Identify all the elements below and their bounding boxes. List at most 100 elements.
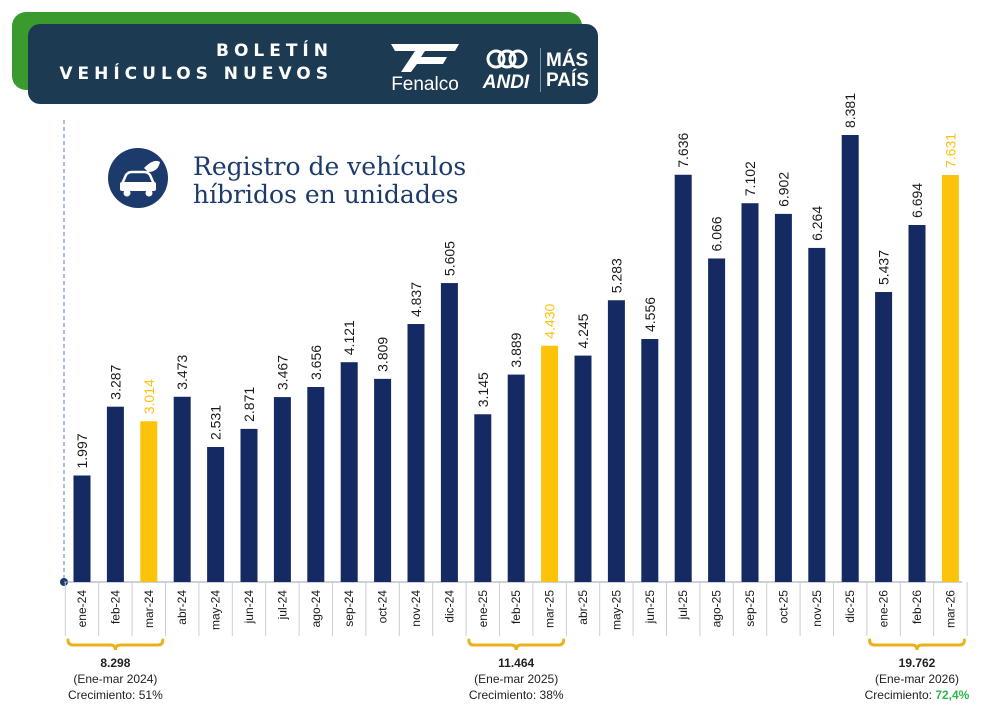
category-label-oct-25: oct-25	[776, 590, 790, 624]
bar-oct-24	[374, 378, 392, 582]
fenalco-mark-icon	[391, 44, 459, 72]
bar-feb-26	[908, 224, 926, 582]
category-label-feb-26: feb-26	[910, 590, 924, 624]
bar-jul-25	[674, 174, 692, 582]
value-label-jul-25: 7.636	[675, 132, 691, 167]
category-label-ene-24: ene-24	[75, 590, 89, 628]
value-label-feb-25: 3.889	[508, 332, 524, 367]
bar-jul-24	[273, 397, 291, 582]
bar-ene-24	[73, 475, 91, 582]
value-label-ene-24: 1.997	[74, 433, 90, 468]
value-label-mar-26: 7.631	[942, 133, 958, 168]
value-label-oct-25: 6.902	[775, 172, 791, 207]
category-label-ago-24: ago-24	[309, 590, 323, 628]
category-label-mar-26: mar-26	[943, 590, 957, 628]
fenalco-logo: Fenalco	[385, 40, 465, 96]
bar-feb-24	[106, 406, 124, 582]
value-label-ene-25: 3.145	[475, 372, 491, 407]
category-label-jun-25: jun-25	[643, 590, 657, 625]
category-label-feb-25: feb-25	[509, 590, 523, 624]
value-label-jul-24: 3.467	[274, 355, 290, 390]
summary-growth-label: Crecimiento:	[864, 688, 932, 702]
category-label-dic-25: dic-25	[843, 590, 857, 623]
value-label-jun-25: 4.556	[642, 297, 658, 332]
maspais-logo-line1: MÁS	[546, 50, 589, 71]
header-banner: BOLETÍN VEHÍCULOS NUEVOS Fenalco ANDI MÁ…	[28, 24, 598, 104]
bar-nov-25	[808, 247, 826, 583]
category-label-jul-24: jul-24	[275, 590, 289, 621]
category-label-mar-25: mar-25	[543, 590, 557, 628]
category-label-abr-25: abr-25	[576, 590, 590, 625]
bar-oct-25	[774, 213, 792, 583]
summary-2026: 19.762 (Ene-mar 2026) Crecimiento: 72,4%	[807, 655, 996, 703]
category-label-nov-24: nov-24	[409, 590, 423, 627]
bar-feb-25	[507, 374, 525, 582]
value-label-may-24: 2.531	[208, 405, 224, 440]
summary-growth-value: 72,4%	[935, 688, 970, 702]
value-label-abr-24: 3.473	[174, 355, 190, 390]
andi-logo-text: ANDI	[482, 72, 530, 93]
bulletin-title-line1: BOLETÍN	[215, 41, 333, 61]
bar-dic-24	[440, 283, 458, 582]
category-label-jul-25: jul-25	[676, 590, 690, 621]
bulletin-title-line2: VEHÍCULOS NUEVOS	[59, 64, 333, 84]
category-label-mar-24: mar-24	[142, 590, 156, 628]
bar-ene-26	[875, 292, 893, 582]
maspais-logo: MÁS PAÍS	[546, 46, 606, 96]
category-label-sep-24: sep-24	[342, 590, 356, 627]
category-label-may-24: may-24	[209, 590, 223, 630]
summary-growth-label: Crecimiento:	[468, 688, 537, 702]
summary-total: 11.464	[498, 656, 535, 670]
bar-jun-25	[641, 339, 659, 582]
value-label-oct-24: 3.809	[375, 337, 391, 372]
fenalco-logo-text: Fenalco	[391, 74, 459, 95]
value-label-dic-25: 8.381	[842, 93, 858, 128]
bar-mar-26	[941, 175, 959, 582]
category-label-oct-24: oct-24	[376, 590, 390, 624]
value-label-ago-25: 6.066	[709, 216, 725, 251]
chart-title-line1: Registro de vehículos	[193, 152, 467, 181]
value-label-dic-24: 5.605	[441, 241, 457, 276]
value-label-ene-26: 5.437	[876, 250, 892, 285]
bar-mar-25	[541, 345, 559, 582]
summary-growth-value: 38%	[539, 688, 564, 702]
summary-growth-value: 51%	[138, 688, 163, 702]
category-label-dic-24: dic-24	[442, 590, 456, 623]
summary-period: (Ene-mar 2025)	[474, 672, 559, 686]
value-label-sep-24: 4.121	[341, 320, 357, 355]
summary-period: (Ene-mar 2026)	[874, 672, 960, 686]
category-label-jun-24: jun-24	[242, 590, 256, 625]
summary-bracket-1	[467, 638, 566, 651]
summary-2025: 11.464 (Ene-mar 2025) Crecimiento: 38%	[406, 655, 626, 703]
summary-total: 19.762	[898, 656, 936, 670]
category-label-ene-25: ene-25	[476, 590, 490, 628]
category-label-feb-24: feb-24	[108, 590, 122, 624]
bar-ene-25	[474, 414, 492, 582]
bar-ago-24	[307, 387, 325, 582]
value-label-sep-25: 7.102	[742, 161, 758, 196]
summary-total: 8.298	[100, 656, 131, 670]
value-label-mar-25: 4.430	[542, 303, 558, 338]
bar-may-24	[207, 447, 225, 582]
bar-jun-24	[240, 428, 258, 582]
value-label-feb-26: 6.694	[909, 183, 925, 218]
bar-ago-25	[708, 258, 726, 582]
hybrid-car-leaf-icon	[108, 148, 168, 208]
category-label-abr-24: abr-24	[175, 590, 189, 625]
chart-title-line2: híbridos en unidades	[193, 180, 459, 209]
bar-mar-24	[140, 421, 158, 582]
value-label-jun-24: 2.871	[241, 387, 257, 422]
summary-growth-label: Crecimiento:	[68, 688, 136, 702]
category-label-may-25: may-25	[609, 590, 623, 630]
summary-2024: 8.298 (Ene-mar 2024) Crecimiento: 51%	[5, 655, 225, 703]
value-label-nov-24: 4.837	[408, 282, 424, 317]
andi-logo: ANDI	[476, 46, 536, 94]
bar-sep-24	[340, 362, 358, 582]
logo-divider	[540, 48, 541, 92]
value-label-feb-24: 3.287	[107, 364, 123, 399]
value-label-mar-24: 3.014	[141, 379, 157, 414]
value-label-abr-25: 4.245	[575, 313, 591, 348]
bar-dic-25	[841, 135, 859, 582]
bar-nov-24	[407, 324, 425, 582]
